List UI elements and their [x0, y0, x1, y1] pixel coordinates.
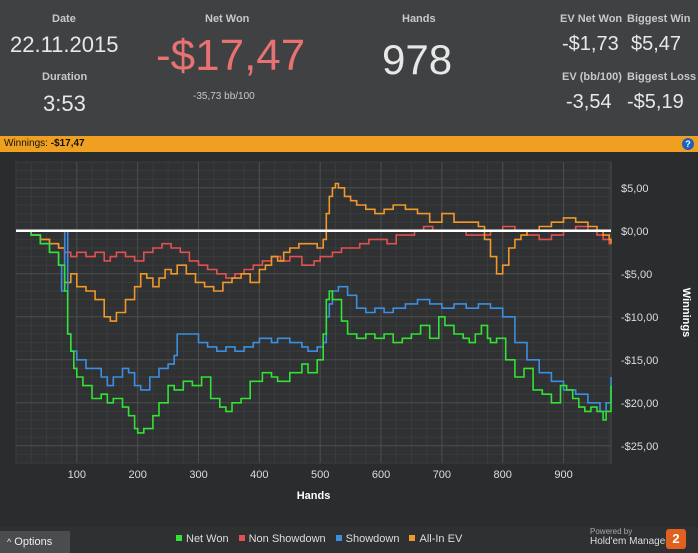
- date-label: Date: [52, 13, 76, 25]
- net-won-value: -$17,47: [156, 31, 306, 80]
- y-tick-label: -$25,00: [621, 441, 658, 453]
- y-tick-label: -$15,00: [621, 355, 658, 367]
- y-tick-label: -$5,00: [621, 269, 652, 281]
- ev-net-won-value: -$1,73: [562, 33, 619, 55]
- legend-label: Non Showdown: [248, 533, 326, 545]
- help-icon[interactable]: ?: [682, 138, 694, 150]
- session-stats-panel: Date 22.11.2015 Duration 3:53 Net Won -$…: [0, 0, 698, 136]
- y-tick-label: $0,00: [621, 226, 649, 238]
- options-label: Options: [14, 536, 53, 548]
- legend-label: Net Won: [186, 533, 229, 545]
- x-tick-label: 300: [189, 469, 207, 481]
- legend-item: Net Won: [176, 533, 229, 545]
- bb100-value: -35,73 bb/100: [193, 91, 255, 102]
- biggest-win-label: Biggest Win: [627, 13, 691, 25]
- legend-item: All-In EV: [409, 533, 462, 545]
- legend-label: All-In EV: [419, 533, 463, 545]
- ev-bb100-label: EV (bb/100): [562, 71, 622, 83]
- x-tick-label: 800: [494, 469, 512, 481]
- brand-label: Hold'em Manager: [590, 536, 669, 547]
- winnings-value: -$17,47: [50, 138, 85, 149]
- powered-by-label: Powered by: [590, 527, 633, 536]
- ev-net-won-label: EV Net Won: [560, 13, 623, 25]
- legend-swatch: [176, 535, 182, 541]
- legend-swatch: [238, 535, 245, 541]
- winnings-banner: Winnings: -$17,47 ?: [0, 136, 698, 152]
- x-axis-title: Hands: [297, 490, 331, 502]
- ev-bb100-value: -3,54: [566, 91, 612, 113]
- winnings-chart: 100 200 300 400 500 600 700 800 900 $5,00 $0,00 -$5…: [15, 161, 692, 502]
- x-tick-label: 100: [68, 469, 86, 481]
- y-tick-label: -$10,00: [621, 312, 658, 324]
- winnings-label: Winnings:: [4, 138, 48, 149]
- x-tick-label: 200: [128, 469, 146, 481]
- series-line-all-in-ev: [16, 182, 612, 322]
- y-axis-title: Winnings: [680, 288, 692, 337]
- x-tick-label: 400: [250, 469, 268, 481]
- chart-legend: Net Won Non Showdown Showdown All-In EV: [176, 533, 472, 545]
- options-button[interactable]: ^ Options: [0, 531, 70, 553]
- x-tick-label: 700: [433, 469, 451, 481]
- legend-item: Non Showdown: [238, 533, 326, 545]
- duration-value: 3:53: [43, 91, 86, 116]
- biggest-loss-label: Biggest Loss: [627, 71, 697, 83]
- footer-bar: ^ Options Net Won Non Showdown Showdown All…: [0, 527, 698, 553]
- biggest-loss-value: -$5,19: [627, 91, 684, 113]
- x-tick-label: 600: [372, 469, 390, 481]
- chart-area: 100 200 300 400 500 600 700 800 900 $5,00 $0,00 -$5…: [0, 152, 698, 527]
- hands-value: 978: [382, 36, 453, 83]
- x-tick-label: 500: [311, 469, 329, 481]
- biggest-win-value: $5,47: [631, 33, 682, 55]
- legend-swatch: [409, 535, 416, 541]
- plot-background: [15, 161, 612, 464]
- hands-label: Hands: [402, 13, 436, 25]
- legend-swatch: [335, 535, 342, 541]
- series-line-net-won: [16, 230, 612, 434]
- net-won-label: Net Won: [205, 13, 250, 25]
- winnings-banner-text: Winnings: -$17,47: [4, 136, 85, 152]
- legend-label: Showdown: [345, 533, 400, 545]
- series-line-showdown: [16, 230, 612, 413]
- x-tick-label: 900: [554, 469, 572, 481]
- y-tick-label: -$20,00: [621, 398, 658, 410]
- duration-label: Duration: [42, 71, 88, 83]
- chevron-up-icon: ^: [7, 537, 12, 547]
- y-tick-label: $5,00: [621, 183, 649, 195]
- legend-item: Showdown: [335, 533, 400, 545]
- date-value: 22.11.2015: [10, 32, 119, 57]
- hm2-logo-icon: 2: [666, 529, 686, 549]
